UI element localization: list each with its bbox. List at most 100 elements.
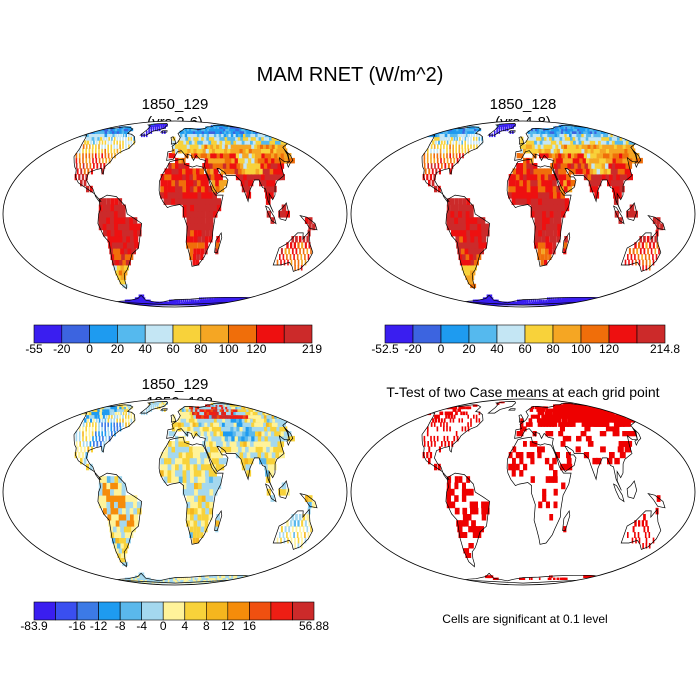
grid-cell	[634, 532, 636, 538]
grid-cell	[479, 526, 484, 533]
grid-cell	[426, 174, 429, 181]
grid-cell	[433, 148, 435, 154]
grid-cell	[565, 406, 573, 410]
grid-cell	[110, 532, 116, 538]
grid-cell	[281, 204, 287, 212]
grid-cell	[193, 414, 198, 419]
grid-cell	[103, 476, 107, 483]
grid-cell	[552, 185, 558, 193]
grid-cell	[567, 153, 574, 159]
grid-cell	[502, 128, 505, 132]
grid-cell	[91, 426, 94, 432]
grid-cell	[618, 179, 624, 187]
grid-cell	[133, 217, 138, 224]
grid-cell	[167, 452, 172, 459]
grid-cell	[534, 223, 539, 231]
grid-cell	[183, 301, 186, 304]
grid-cell	[652, 242, 655, 249]
grid-cell	[241, 168, 248, 175]
grid-cell	[163, 476, 168, 483]
grid-cell	[553, 476, 558, 483]
grid-cell	[536, 140, 541, 145]
grid-cell	[259, 446, 265, 453]
grid-cell	[448, 301, 463, 304]
grid-cell	[186, 185, 191, 193]
grid-cell	[436, 435, 439, 442]
grid-cell	[119, 414, 121, 419]
grid-cell	[246, 192, 252, 199]
grid-cell	[519, 301, 522, 304]
grid-cell	[544, 457, 550, 465]
grid-cell	[226, 441, 232, 447]
grid-cell	[470, 283, 477, 289]
grid-cell	[234, 446, 240, 453]
grid-cell	[195, 579, 199, 582]
grid-cell	[527, 130, 531, 134]
colorbar-swatch	[636, 324, 666, 344]
grid-cell	[533, 303, 536, 305]
grid-cell	[80, 168, 83, 175]
grid-cell	[612, 426, 620, 432]
grid-cell	[511, 185, 516, 193]
grid-cell	[221, 297, 225, 301]
grid-cell	[446, 153, 448, 159]
grid-cell	[181, 148, 185, 154]
grid-cell	[89, 185, 93, 193]
grid-cell	[460, 411, 463, 416]
grid-cell	[473, 144, 475, 149]
grid-cell	[164, 179, 168, 187]
grid-cell	[193, 236, 198, 243]
grid-cell	[85, 153, 87, 159]
grid-cell	[122, 414, 124, 419]
grid-cell	[523, 577, 526, 580]
grid-cell	[432, 140, 435, 145]
grid-cell	[530, 210, 535, 218]
grid-cell	[290, 259, 293, 266]
grid-cell	[530, 185, 535, 193]
grid-cell	[183, 577, 185, 580]
grid-cell	[553, 198, 558, 205]
grid-cell	[102, 435, 104, 442]
colorbar-swatch	[580, 324, 610, 344]
grid-cell	[519, 577, 522, 580]
grid-cell	[523, 426, 527, 432]
grid-cell	[161, 123, 164, 126]
grid-cell	[528, 301, 530, 304]
colorbar-swatch	[496, 324, 526, 344]
grid-cell	[447, 441, 450, 447]
colorbar-swatch	[33, 324, 63, 344]
grid-cell	[601, 174, 608, 181]
grid-cell	[104, 426, 106, 432]
grid-cell	[465, 133, 468, 138]
grid-cell	[242, 579, 253, 582]
grid-cell	[109, 581, 126, 583]
grid-cell	[201, 136, 206, 141]
grid-cell	[596, 457, 602, 465]
grid-cell	[204, 435, 210, 442]
grid-cell	[115, 270, 122, 276]
grid-cell	[163, 470, 168, 477]
grid-cell	[423, 153, 426, 159]
grid-cell	[302, 248, 305, 255]
grid-cell	[168, 168, 172, 175]
grid-cell	[433, 157, 436, 164]
grid-cell	[182, 446, 187, 453]
grid-cell	[212, 163, 218, 169]
grid-cell	[430, 441, 433, 447]
grid-cell	[308, 501, 312, 509]
grid-cell	[542, 133, 547, 138]
grid-cell	[171, 579, 174, 582]
grid-cell	[268, 452, 274, 459]
grid-cell	[262, 179, 269, 187]
grid-cell	[208, 426, 214, 432]
grid-cell	[526, 163, 531, 169]
grid-cell	[167, 198, 172, 205]
grid-cell	[122, 418, 124, 423]
grid-cell	[526, 452, 531, 459]
grid-cell	[115, 520, 121, 527]
grid-cell	[154, 404, 157, 407]
grid-cell	[538, 408, 543, 412]
colorbar-1: -55 -20 0 20 40 60 80 100 120 219	[25, 324, 322, 356]
grid-cell	[160, 452, 165, 459]
coastline	[647, 215, 666, 231]
